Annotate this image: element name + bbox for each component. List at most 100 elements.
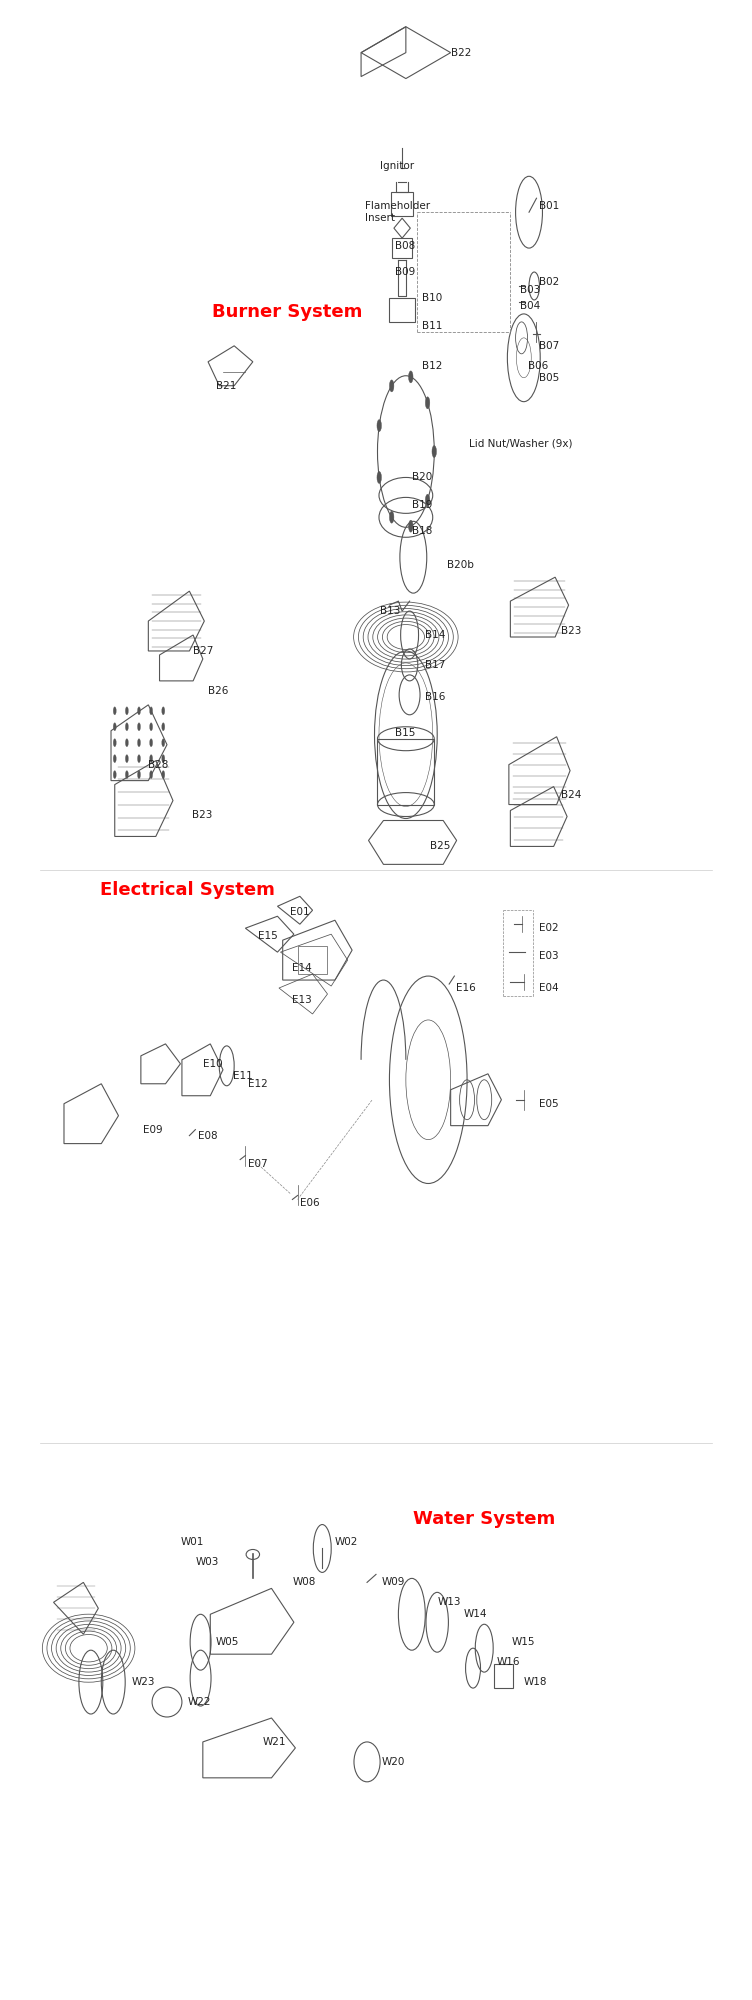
- Circle shape: [114, 770, 117, 778]
- Text: B20: B20: [412, 472, 432, 482]
- Circle shape: [162, 722, 165, 730]
- Circle shape: [126, 770, 129, 778]
- Text: W05: W05: [216, 1638, 239, 1648]
- Text: B21: B21: [216, 380, 236, 390]
- Text: E12: E12: [247, 1078, 268, 1088]
- Text: B22: B22: [450, 48, 471, 58]
- Circle shape: [114, 738, 117, 746]
- Circle shape: [138, 722, 141, 730]
- Text: W08: W08: [293, 1578, 316, 1588]
- Circle shape: [138, 770, 141, 778]
- Circle shape: [126, 754, 129, 762]
- Text: Ignitor: Ignitor: [380, 162, 414, 172]
- Text: Water System: Water System: [414, 1510, 556, 1528]
- Bar: [390, 298, 415, 322]
- Text: W16: W16: [497, 1658, 520, 1668]
- Circle shape: [150, 706, 153, 714]
- Text: W03: W03: [196, 1558, 219, 1568]
- Circle shape: [150, 722, 153, 730]
- Circle shape: [114, 754, 117, 762]
- Circle shape: [377, 420, 381, 432]
- Text: B19: B19: [412, 500, 432, 510]
- Circle shape: [126, 738, 129, 746]
- Text: B27: B27: [193, 646, 214, 656]
- Circle shape: [126, 706, 129, 714]
- Text: W13: W13: [437, 1598, 461, 1608]
- Text: E14: E14: [293, 964, 312, 974]
- Text: W15: W15: [512, 1638, 535, 1648]
- Text: W21: W21: [262, 1736, 286, 1746]
- Circle shape: [408, 520, 413, 532]
- Circle shape: [377, 472, 381, 484]
- Circle shape: [150, 770, 153, 778]
- Text: E13: E13: [293, 996, 312, 1006]
- Circle shape: [426, 494, 430, 506]
- Text: B14: B14: [425, 630, 445, 640]
- Text: B02: B02: [538, 276, 559, 286]
- Circle shape: [408, 370, 413, 382]
- Circle shape: [150, 754, 153, 762]
- Text: E10: E10: [203, 1058, 223, 1068]
- Text: E01: E01: [290, 908, 310, 918]
- Bar: [378, 738, 434, 804]
- Text: E15: E15: [258, 932, 277, 942]
- Text: W02: W02: [335, 1538, 358, 1548]
- Text: B05: B05: [538, 372, 559, 382]
- Text: B03: B03: [520, 284, 541, 294]
- Text: B13: B13: [380, 606, 400, 616]
- Text: E02: E02: [538, 924, 558, 934]
- Text: B08: B08: [395, 242, 415, 252]
- Circle shape: [126, 722, 129, 730]
- Text: W18: W18: [524, 1678, 547, 1688]
- Text: E03: E03: [538, 952, 558, 962]
- Text: B18: B18: [412, 526, 432, 536]
- Circle shape: [162, 754, 165, 762]
- Circle shape: [162, 706, 165, 714]
- Text: E09: E09: [143, 1124, 162, 1134]
- Circle shape: [162, 738, 165, 746]
- Circle shape: [114, 706, 117, 714]
- Text: E07: E07: [247, 1158, 267, 1168]
- Text: Burner System: Burner System: [212, 302, 362, 320]
- Text: B15: B15: [395, 728, 415, 738]
- Circle shape: [138, 706, 141, 714]
- Text: B20b: B20b: [447, 560, 474, 570]
- Text: B12: B12: [423, 360, 443, 370]
- Text: E08: E08: [199, 1130, 218, 1140]
- Circle shape: [138, 738, 141, 746]
- Circle shape: [150, 738, 153, 746]
- Circle shape: [138, 754, 141, 762]
- Bar: [391, 192, 414, 216]
- Text: W23: W23: [131, 1678, 155, 1688]
- Text: B11: B11: [423, 320, 443, 330]
- Text: E11: E11: [232, 1070, 253, 1080]
- Text: B04: B04: [520, 300, 541, 310]
- Circle shape: [390, 380, 394, 392]
- Text: B23: B23: [192, 810, 212, 820]
- Text: B17: B17: [425, 660, 445, 670]
- Text: B28: B28: [148, 760, 168, 770]
- Text: B07: B07: [538, 340, 559, 350]
- Text: E06: E06: [300, 1198, 320, 1208]
- Text: E05: E05: [538, 1098, 558, 1108]
- Text: E04: E04: [538, 984, 558, 994]
- Bar: [298, 946, 327, 974]
- Text: W01: W01: [180, 1538, 204, 1548]
- Text: B23: B23: [561, 626, 581, 636]
- Text: Flameholder
Insert: Flameholder Insert: [365, 202, 430, 222]
- Text: B26: B26: [208, 686, 229, 696]
- Text: Lid Nut/Washer (9x): Lid Nut/Washer (9x): [469, 438, 573, 448]
- Text: Electrical System: Electrical System: [100, 882, 274, 900]
- Text: B06: B06: [528, 360, 547, 370]
- Text: W14: W14: [464, 1610, 487, 1620]
- Circle shape: [114, 722, 117, 730]
- Text: B16: B16: [425, 692, 445, 702]
- Text: E16: E16: [456, 984, 475, 994]
- Text: B24: B24: [561, 790, 581, 800]
- Text: B10: B10: [423, 292, 442, 302]
- Circle shape: [432, 446, 436, 458]
- Text: W09: W09: [382, 1578, 405, 1588]
- Text: W22: W22: [188, 1698, 211, 1708]
- Text: B09: B09: [395, 268, 415, 278]
- Circle shape: [426, 396, 430, 408]
